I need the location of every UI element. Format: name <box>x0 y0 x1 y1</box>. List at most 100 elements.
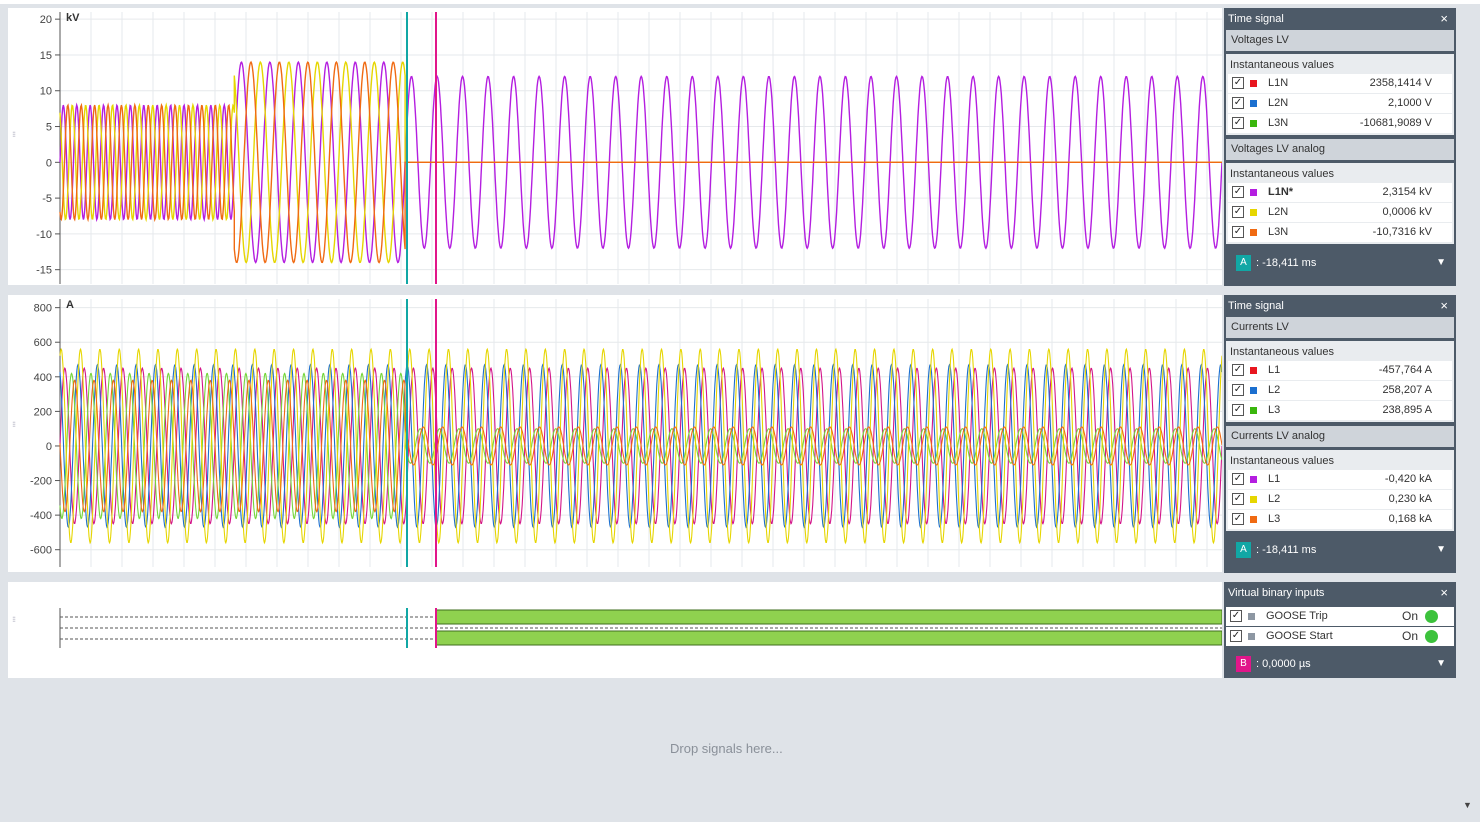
signal-checkbox[interactable]: ✓ <box>1232 206 1244 218</box>
signal-checkbox[interactable]: ✓ <box>1232 473 1244 485</box>
signal-label: GOOSE Start <box>1266 630 1333 642</box>
color-swatch-icon <box>1250 496 1257 503</box>
signal-checkbox[interactable]: ✓ <box>1232 364 1244 376</box>
grid <box>59 12 1222 284</box>
signal-label: L3N <box>1268 117 1289 129</box>
signal-row[interactable]: ✓ L1 -457,764 A <box>1228 361 1452 380</box>
panel-header: Time signal × <box>1224 295 1456 317</box>
y-unit-label: A <box>66 299 74 311</box>
chevron-down-icon[interactable]: ▼ <box>1436 544 1446 555</box>
signal-value: 2,1000 V <box>1387 97 1432 109</box>
signal-label: L3 <box>1268 404 1281 416</box>
current-series-l3-4 <box>59 379 1222 513</box>
signal-row[interactable]: ✓ L1N 2358,1414 V <box>1228 74 1452 93</box>
y-tick-label: 0 <box>46 441 52 453</box>
signal-row[interactable]: ✓ L2 258,207 A <box>1228 381 1452 400</box>
binary-chart-pane[interactable]: ⁝⁝ <box>8 582 1222 678</box>
group-title: Currents LV <box>1226 317 1454 338</box>
status-on-icon <box>1425 630 1438 643</box>
signal-checkbox[interactable]: ✓ <box>1232 117 1244 129</box>
color-swatch-icon <box>1250 367 1257 374</box>
binary-chart[interactable] <box>8 582 1222 678</box>
panel-title: Time signal <box>1228 300 1284 312</box>
signal-row[interactable]: ✓ L3N -10681,9089 V <box>1228 114 1452 133</box>
signal-value: 2,3154 kV <box>1382 186 1432 198</box>
goose-trip-bar <box>435 609 1222 625</box>
y-tick-label: -400 <box>30 510 52 522</box>
pane-drag-handle[interactable]: ⁝⁝ <box>12 420 16 429</box>
color-swatch-icon <box>1250 516 1257 523</box>
current-series-l2-1 <box>59 363 1222 529</box>
y-tick-label: 200 <box>34 406 52 418</box>
voltage-chart[interactable]: 20 15 10 5 0 -5 -10 -15 kV <box>8 8 1222 285</box>
y-tick-label: -10 <box>36 229 52 241</box>
y-tick-label: 400 <box>34 372 52 384</box>
signal-label: L2 <box>1268 384 1281 396</box>
color-swatch-icon <box>1250 80 1257 87</box>
signal-value: 0,230 kA <box>1388 493 1432 505</box>
cursor-value: : -18,411 ms <box>1256 257 1317 269</box>
signal-checkbox[interactable]: ✓ <box>1232 513 1244 525</box>
signal-row[interactable]: ✓ L2N 2,1000 V <box>1228 94 1452 113</box>
signal-row[interactable]: ✓ L3N -10,7316 kV <box>1228 223 1452 242</box>
scroll-down-icon[interactable]: ▼ <box>1463 800 1472 810</box>
panel-title: Time signal <box>1228 13 1284 25</box>
signal-checkbox[interactable]: ✓ <box>1232 493 1244 505</box>
signal-checkbox[interactable]: ✓ <box>1232 404 1244 416</box>
cursor-selector[interactable]: A : -18,411 ms ▼ <box>1224 539 1456 561</box>
signal-checkbox[interactable]: ✓ <box>1232 186 1244 198</box>
cursor-a-badge: A <box>1236 255 1251 271</box>
signal-value: 2358,1414 V <box>1369 77 1432 89</box>
signal-value: 0,168 kA <box>1388 513 1432 525</box>
signal-checkbox[interactable]: ✓ <box>1232 77 1244 89</box>
signal-value: -10681,9089 V <box>1359 117 1432 129</box>
binary-inputs-panel: Virtual binary inputs × ✓ GOOSE Trip On ✓ GO… <box>1224 582 1456 678</box>
y-tick-label: 5 <box>46 122 52 134</box>
signal-value: -457,764 A <box>1378 364 1432 376</box>
signal-value: 258,207 A <box>1382 384 1432 396</box>
cursor-a-badge: A <box>1236 542 1251 558</box>
pane-drag-handle[interactable]: ⁝⁝ <box>12 130 16 139</box>
pane-drag-handle[interactable]: ⁝⁝ <box>12 615 16 624</box>
signal-checkbox[interactable]: ✓ <box>1232 97 1244 109</box>
signal-checkbox[interactable]: ✓ <box>1232 226 1244 238</box>
binary-input-row[interactable]: ✓ GOOSE Start On <box>1226 627 1454 646</box>
binary-input-row[interactable]: ✓ GOOSE Trip On <box>1226 607 1454 626</box>
close-icon[interactable]: × <box>1440 11 1448 26</box>
signal-label: L1N <box>1268 77 1289 89</box>
current-chart-pane[interactable]: ⁝⁝ 800 600 400 200 0 -200 -400 -600 A <box>8 295 1222 572</box>
close-icon[interactable]: × <box>1440 298 1448 313</box>
binary-signal-icon <box>1248 613 1255 620</box>
color-swatch-icon <box>1250 189 1257 196</box>
signal-label: L2N <box>1268 206 1289 218</box>
y-tick-label: -15 <box>36 265 52 277</box>
current-chart[interactable]: 800 600 400 200 0 -200 -400 -600 A <box>8 295 1222 572</box>
cursor-value: : 0,0000 µs <box>1256 658 1311 670</box>
signal-row[interactable]: ✓ L1 -0,420 kA <box>1228 470 1452 489</box>
color-swatch-icon <box>1250 407 1257 414</box>
y-tick-label: -600 <box>30 545 52 557</box>
cursor-selector[interactable]: A : -18,411 ms ▼ <box>1224 252 1456 274</box>
signal-checkbox[interactable]: ✓ <box>1230 630 1242 642</box>
signal-row[interactable]: ✓ L2N 0,0006 kV <box>1228 203 1452 222</box>
signal-label: GOOSE Trip <box>1266 610 1328 622</box>
chevron-down-icon[interactable]: ▼ <box>1436 257 1446 268</box>
close-icon[interactable]: × <box>1440 585 1448 600</box>
voltage-chart-pane[interactable]: ⁝⁝ 20 15 10 5 0 -5 -10 -15 kV <box>8 8 1222 285</box>
cursor-selector[interactable]: B : 0,0000 µs ▼ <box>1224 653 1456 675</box>
signal-row[interactable]: ✓ L3 0,168 kA <box>1228 510 1452 529</box>
chevron-down-icon[interactable]: ▼ <box>1436 658 1446 669</box>
drop-zone-hint[interactable]: Drop signals here... <box>670 741 783 756</box>
color-swatch-icon <box>1250 476 1257 483</box>
cursor-b-badge: B <box>1236 656 1251 672</box>
signal-row[interactable]: ✓ L2 0,230 kA <box>1228 490 1452 509</box>
signal-row[interactable]: ✓ L3 238,895 A <box>1228 401 1452 420</box>
group-title: Voltages LV <box>1226 30 1454 51</box>
signal-label: L1 <box>1268 473 1281 485</box>
signal-row[interactable]: ✓ L1N* 2,3154 kV <box>1228 183 1452 202</box>
signal-label: L2N <box>1268 97 1289 109</box>
signal-checkbox[interactable]: ✓ <box>1232 384 1244 396</box>
panel-header: Time signal × <box>1224 8 1456 30</box>
signal-checkbox[interactable]: ✓ <box>1230 610 1242 622</box>
group-title: Voltages LV analog <box>1226 139 1454 160</box>
